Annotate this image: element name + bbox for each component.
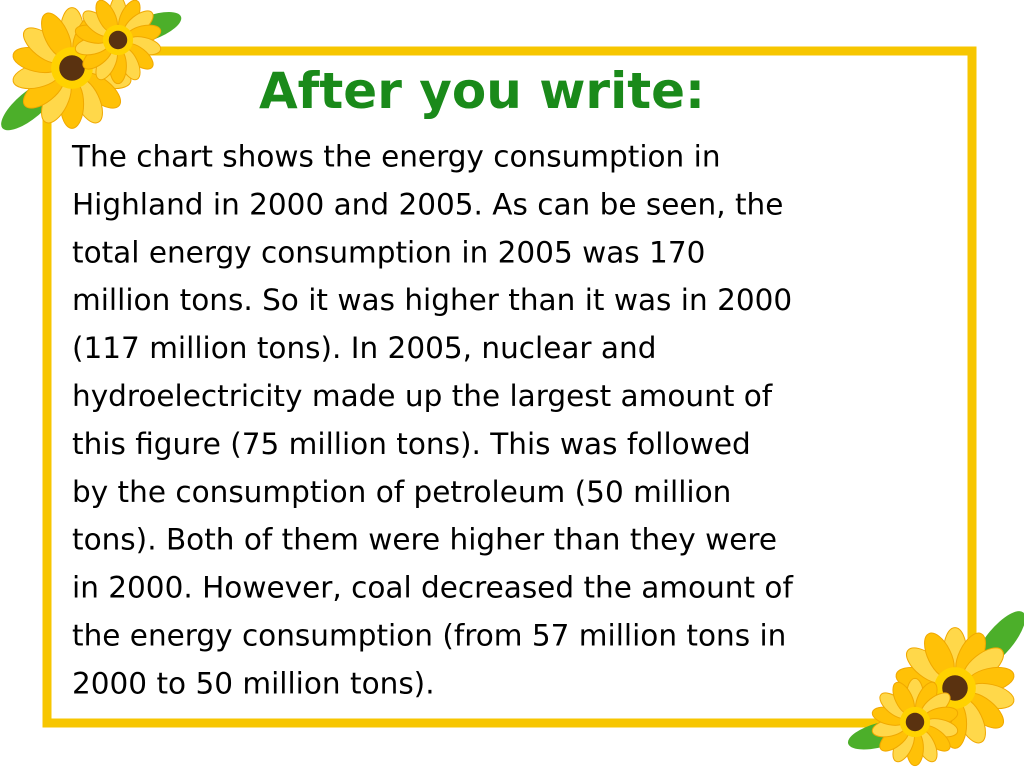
text-line: 2000 to 50 million tons).	[72, 666, 435, 700]
sunflower	[74, 0, 162, 85]
sunflower	[871, 677, 959, 767]
text-line: (117 million tons). In 2005, nuclear and	[72, 331, 656, 365]
frame	[42, 46, 977, 728]
flower-seed	[59, 55, 85, 81]
title: After you write:	[259, 62, 705, 120]
flower-seed	[108, 30, 128, 50]
text-line: tons). Both of them were higher than the…	[72, 523, 777, 557]
text-line: by the consumption of petroleum (50 mill…	[72, 475, 731, 509]
body-text: The chart shows the energy consumption i…	[71, 140, 793, 701]
text-line: hydroelectricity made up the largest amo…	[72, 379, 773, 413]
text-line: the energy consumption (from 57 million …	[72, 619, 786, 653]
text-line: million tons. So it was higher than it w…	[72, 283, 792, 317]
text-line: total energy consumption in 2005 was 170	[72, 235, 705, 269]
text-line: this figure (75 million tons). This was …	[72, 427, 751, 461]
text-line: in 2000. However, coal decreased the amo…	[72, 571, 793, 605]
text-line: The chart shows the energy consumption i…	[71, 140, 721, 174]
flower-seed	[905, 712, 925, 732]
text-line: Highland in 2000 and 2005. As can be see…	[72, 187, 783, 221]
